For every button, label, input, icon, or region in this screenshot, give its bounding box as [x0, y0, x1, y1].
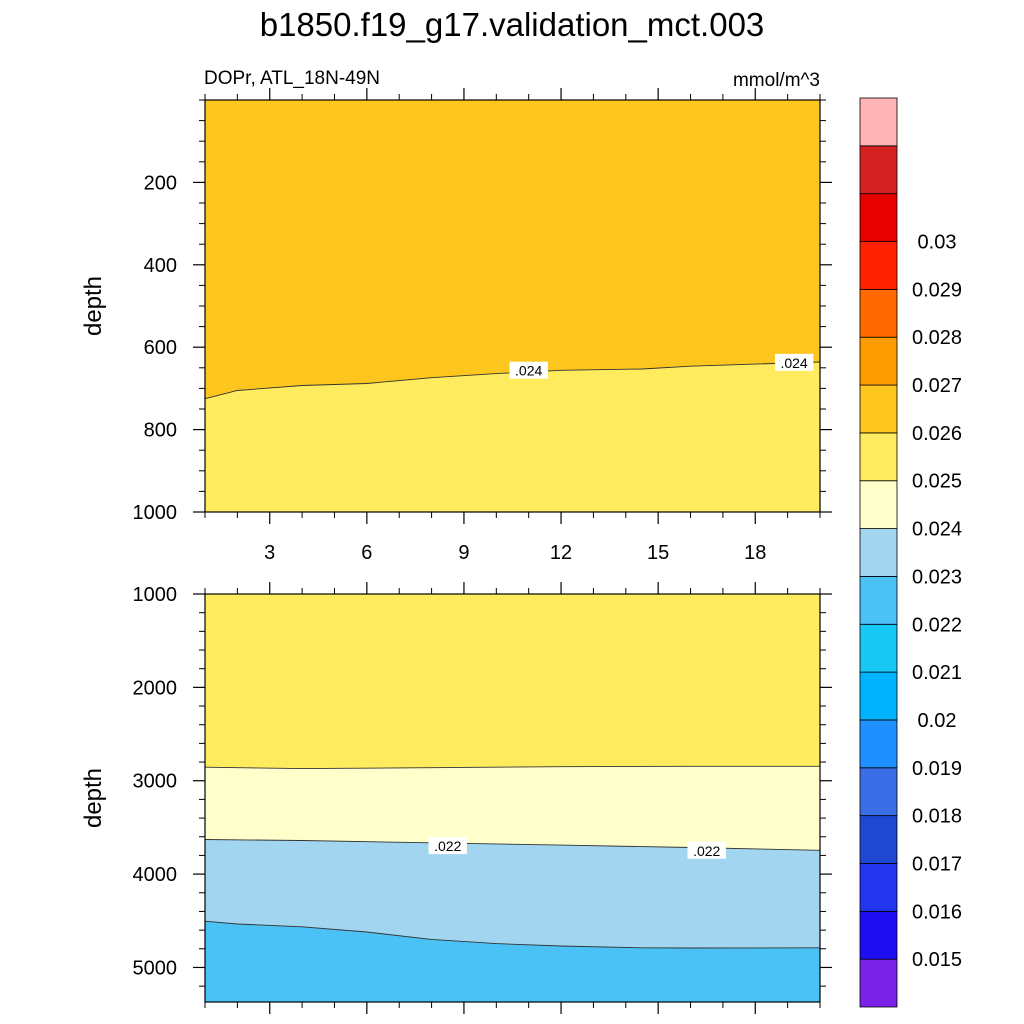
x-tick-label: 6 — [361, 542, 372, 564]
contour-fill-band — [205, 594, 820, 769]
colorbar-level-label: 0.021 — [912, 662, 962, 684]
variable-region-label: DOPr, ATL_18N-49N — [204, 68, 380, 89]
y-tick-label: 1000 — [133, 502, 178, 524]
contour-label-box — [509, 361, 548, 379]
colorbar-swatch — [859, 97, 898, 147]
contour-fill-band — [205, 921, 820, 1002]
contour-fill-band — [205, 839, 820, 948]
plot-frame — [204, 593, 821, 1003]
colorbar-level-label: 0.029 — [912, 279, 962, 301]
colorbar-level-label: 0.016 — [912, 901, 962, 923]
colorbar: 0.015 0.016 0.017 0.018 0.019 0.02 0.021 0.022 0… — [859, 97, 962, 1008]
contour-label-box — [428, 837, 467, 855]
contour-label-box — [774, 353, 814, 371]
y-tick-label: 1000 — [133, 584, 178, 606]
colorbar-swatch — [859, 336, 898, 386]
y-tick-label: 3000 — [133, 771, 178, 793]
contour-fill-band — [205, 766, 820, 851]
colorbar-level-label: 0.024 — [912, 519, 962, 541]
colorbar-swatch — [859, 767, 898, 817]
colorbar-level-label: 0.018 — [912, 806, 962, 828]
colorbar-level-label: 0.027 — [912, 375, 962, 397]
colorbar-level-label: 0.028 — [912, 327, 962, 349]
contour-label-box — [687, 841, 726, 859]
colorbar-level-label: 0.017 — [912, 853, 962, 875]
contour-line — [204, 920, 821, 949]
contour-line — [204, 765, 820, 770]
contour-fill-band — [205, 100, 820, 399]
x-tick-label: 9 — [458, 542, 469, 564]
colorbar-level-label: 0.023 — [912, 566, 962, 588]
y-tick-label: 800 — [144, 420, 177, 442]
colorbar-level-label: 0.019 — [912, 758, 962, 780]
colorbar-swatch — [859, 528, 898, 577]
colorbar-swatch — [859, 241, 898, 290]
colorbar-swatch — [859, 623, 898, 673]
colorbar-swatch — [859, 863, 898, 912]
colorbar-swatch — [859, 958, 898, 1008]
y-tick-label: 4000 — [133, 864, 178, 886]
contour-line — [204, 361, 821, 400]
colorbar-level-label: 0.03 — [918, 232, 957, 254]
contour-label: .022 — [434, 838, 461, 854]
colorbar-swatch — [859, 288, 898, 338]
contour-label: .024 — [515, 363, 542, 379]
colorbar-swatch — [859, 576, 898, 625]
y-tick-label: 2000 — [133, 677, 178, 699]
colorbar-swatch — [859, 815, 898, 864]
contour-label: .024 — [780, 355, 807, 371]
units-label: mmol/m^3 — [733, 70, 820, 91]
x-tick-label: 18 — [744, 542, 766, 564]
colorbar-swatch — [859, 145, 898, 195]
y-tick-label: 400 — [144, 255, 177, 277]
colorbar-swatch — [859, 719, 898, 769]
colorbar-swatch — [859, 193, 898, 242]
colorbar-swatch — [859, 384, 898, 434]
x-tick-label: 15 — [647, 542, 669, 564]
upper-depth-panel: .024 .024 200 400 600 800 1000 3 6 9 12 15 18 depth — [80, 88, 832, 564]
colorbar-level-label: 0.015 — [912, 949, 962, 971]
colorbar-swatch — [859, 480, 898, 529]
y-axis-label: depth — [80, 276, 107, 336]
x-tick-label: 3 — [264, 542, 275, 564]
y-tick-label: 600 — [144, 337, 177, 359]
contour-label: .022 — [693, 843, 720, 859]
x-tick-label: 12 — [550, 542, 572, 564]
colorbar-level-label: 0.022 — [912, 614, 962, 636]
y-axis-label: depth — [80, 768, 107, 828]
colorbar-swatch — [859, 671, 898, 721]
contour-fill-band — [205, 362, 820, 512]
lower-depth-panel: .022 .022 1000 2000 3000 4000 5000 depth — [80, 582, 832, 1014]
colorbar-level-label: 0.026 — [912, 423, 962, 445]
y-tick-label: 5000 — [133, 957, 178, 979]
colorbar-swatch — [859, 432, 898, 482]
colorbar-level-label: 0.025 — [912, 471, 962, 493]
colorbar-swatch — [859, 910, 898, 960]
colorbar-level-label: 0.02 — [918, 710, 957, 732]
figure-title: b1850.f19_g17.validation_mct.003 — [260, 6, 765, 43]
y-tick-label: 200 — [144, 172, 177, 194]
